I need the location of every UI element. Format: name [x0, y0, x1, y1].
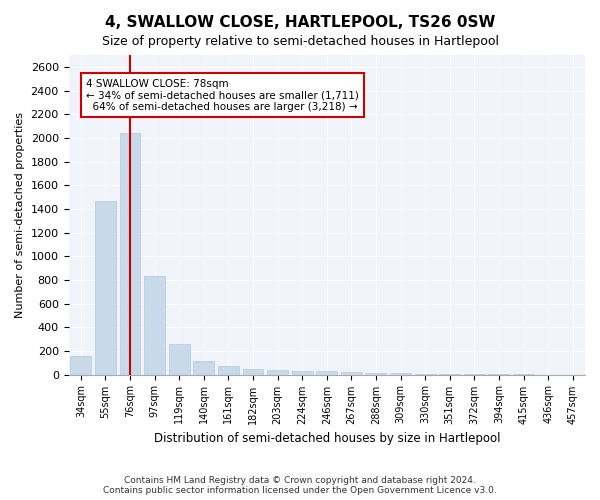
- Bar: [292, 371, 313, 374]
- Bar: [365, 373, 386, 374]
- Text: Contains HM Land Registry data © Crown copyright and database right 2024.
Contai: Contains HM Land Registry data © Crown c…: [103, 476, 497, 495]
- Bar: [169, 344, 190, 374]
- Bar: [316, 371, 337, 374]
- Bar: [218, 366, 239, 374]
- Bar: [70, 356, 91, 374]
- Bar: [119, 133, 140, 374]
- X-axis label: Distribution of semi-detached houses by size in Hartlepool: Distribution of semi-detached houses by …: [154, 432, 500, 445]
- Bar: [242, 369, 263, 374]
- Bar: [95, 200, 116, 374]
- Bar: [267, 370, 288, 374]
- Text: 4 SWALLOW CLOSE: 78sqm
← 34% of semi-detached houses are smaller (1,711)
  64% o: 4 SWALLOW CLOSE: 78sqm ← 34% of semi-det…: [86, 78, 359, 112]
- Bar: [341, 372, 362, 374]
- Text: Size of property relative to semi-detached houses in Hartlepool: Size of property relative to semi-detach…: [101, 35, 499, 48]
- Text: 4, SWALLOW CLOSE, HARTLEPOOL, TS26 0SW: 4, SWALLOW CLOSE, HARTLEPOOL, TS26 0SW: [105, 15, 495, 30]
- Bar: [193, 361, 214, 374]
- Bar: [144, 276, 165, 374]
- Y-axis label: Number of semi-detached properties: Number of semi-detached properties: [15, 112, 25, 318]
